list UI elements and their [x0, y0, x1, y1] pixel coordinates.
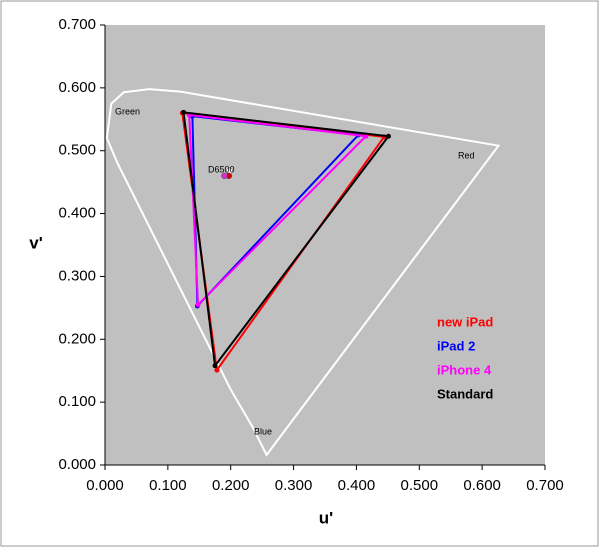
x-tick-label: 0.700 [526, 477, 564, 494]
gamut-triangle [182, 111, 391, 369]
x-tick-label: 0.600 [463, 477, 501, 494]
y-tick-label: 0.100 [58, 393, 96, 410]
annotation: Red [458, 150, 475, 160]
vertex-marker [363, 133, 369, 139]
y-tick-label: 0.400 [58, 205, 96, 222]
y-tick-label: 0.000 [58, 456, 96, 473]
y-tick-label: 0.300 [58, 267, 96, 284]
vertex-marker [385, 133, 391, 139]
y-tick-label: 0.200 [58, 330, 96, 347]
white-point [221, 172, 228, 180]
annotation: Green [115, 106, 140, 116]
annotation: Blue [254, 426, 272, 436]
legend-entry: new iPad [437, 314, 493, 329]
vertex-marker [214, 367, 220, 373]
vertex-marker [212, 363, 218, 369]
y-tick-label: 0.700 [58, 16, 96, 33]
vertex-marker [195, 302, 201, 308]
spectral-locus [105, 88, 501, 457]
x-tick-label: 0.100 [149, 477, 187, 494]
x-tick-label: 0.400 [338, 477, 376, 494]
legend-entry: Standard [437, 386, 493, 401]
x-tick-label: 0.300 [275, 477, 313, 494]
x-tick-label: 0.200 [212, 477, 250, 494]
x-axis-label: u' [319, 508, 333, 527]
legend-entry: iPhone 4 [437, 362, 492, 377]
x-tick-label: 0.000 [86, 477, 124, 494]
plot-area [105, 25, 545, 465]
y-tick-label: 0.600 [58, 79, 96, 96]
legend-entry: iPad 2 [437, 338, 475, 353]
vertex-marker [181, 109, 187, 115]
y-tick-label: 0.500 [58, 142, 96, 159]
gamut-triangle [188, 113, 369, 308]
annotation: D6500 [208, 164, 235, 174]
x-tick-label: 0.500 [401, 477, 439, 494]
y-axis-label: v' [29, 233, 43, 252]
